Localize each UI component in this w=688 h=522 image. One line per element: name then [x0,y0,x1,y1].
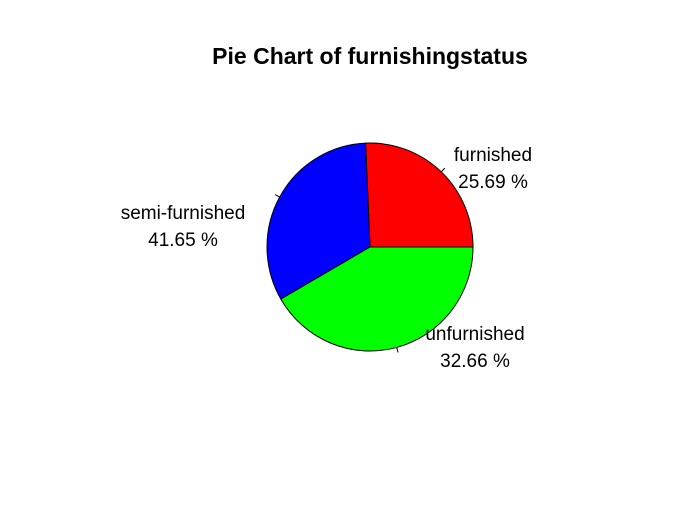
leader-line-unfurnished [274,194,280,198]
pie-slice-unfurnished [266,142,371,300]
pie-slices [266,142,474,352]
pie-labels: furnished 25.69 % unfurnished 32.66 % semi-f… [121,145,532,372]
pie-leader-lines [274,167,446,353]
chart-title: Pie Chart of furnishingstatus [212,43,528,69]
pie-slice-semi-furnished [280,246,474,352]
slice-category-label: furnished [454,145,532,166]
pie-slice-furnished [365,142,474,248]
leader-line-semi-furnished [396,347,399,353]
slice-category-label: semi-furnished [121,203,246,224]
slice-percent-label: 32.66 % [440,351,510,372]
slice-percent-label: 41.65 % [148,230,218,251]
leader-line-furnished [440,167,446,173]
slice-category-label: unfurnished [425,324,524,345]
slice-percent-label: 25.69 % [458,172,528,193]
